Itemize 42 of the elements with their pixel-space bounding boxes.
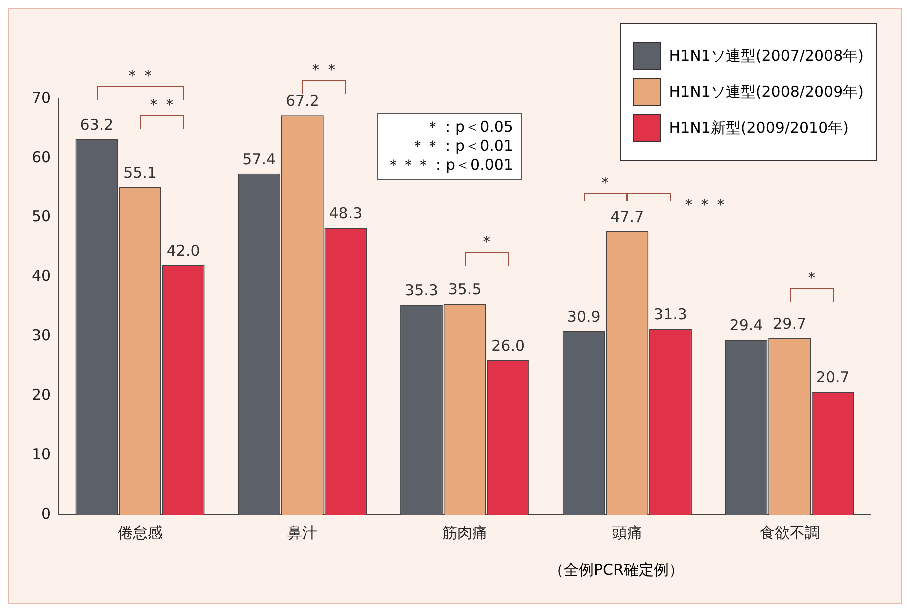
annotation: ＊＊	[145, 95, 179, 116]
legend-label: H1N1ソ連型(2008/2009年)	[669, 82, 864, 102]
data-label: 29.4	[730, 316, 764, 335]
annotation: ＊＊＊：p＜0.001	[386, 156, 514, 175]
data-label: 35.3	[405, 282, 438, 300]
legend-label: H1N1新型(2009/2010年)	[669, 118, 849, 138]
x-tick-label: 食欲不調	[760, 524, 820, 542]
annotation: ＊	[803, 268, 821, 289]
data-label: 67.2	[286, 92, 320, 110]
x-tick-label: 倦怠感	[118, 524, 163, 542]
data-label: 48.3	[329, 204, 363, 222]
data-label: 42.0	[166, 242, 200, 260]
data-label: 29.7	[773, 314, 807, 333]
data-label: 30.9	[567, 308, 601, 326]
y-tick-label: 70	[32, 88, 52, 107]
y-tick-label: 0	[42, 504, 52, 523]
text: ＊＊	[124, 66, 158, 87]
data-label: 20.7	[816, 368, 850, 386]
y-tick-label: 20	[32, 386, 52, 404]
annotation: ＊＊＊	[681, 195, 729, 216]
y-tick-label: 50	[32, 208, 52, 226]
data-label: 57.4	[242, 150, 276, 168]
y-tick-label: 40	[32, 267, 52, 286]
x-tick-label: 筋肉痛	[442, 524, 488, 542]
data-label: 31.3	[654, 305, 688, 324]
data-label: 55.1	[124, 164, 157, 182]
x-tick-label: 頭痛	[612, 524, 642, 542]
data-label: 26.0	[492, 336, 526, 355]
data-label: 63.2	[80, 116, 114, 134]
annotation: ＊：p＜0.05	[424, 118, 514, 137]
y-tick-label: 60	[32, 148, 52, 166]
text: （全例PCR確定例）	[549, 561, 684, 580]
text: ＊＊	[307, 60, 341, 81]
annotation: ＊＊：p＜0.01	[410, 137, 514, 156]
annotation: ＊	[596, 173, 614, 194]
data-label: 47.7	[610, 208, 644, 226]
legend-label: H1N1ソ連型(2007/2008年)	[669, 46, 864, 66]
y-tick-label: 30	[32, 326, 52, 345]
annotation: ＊	[478, 232, 496, 253]
data-label: 35.5	[448, 280, 482, 298]
x-tick-label: 鼻汁	[288, 524, 318, 542]
y-tick-label: 10	[32, 445, 52, 464]
